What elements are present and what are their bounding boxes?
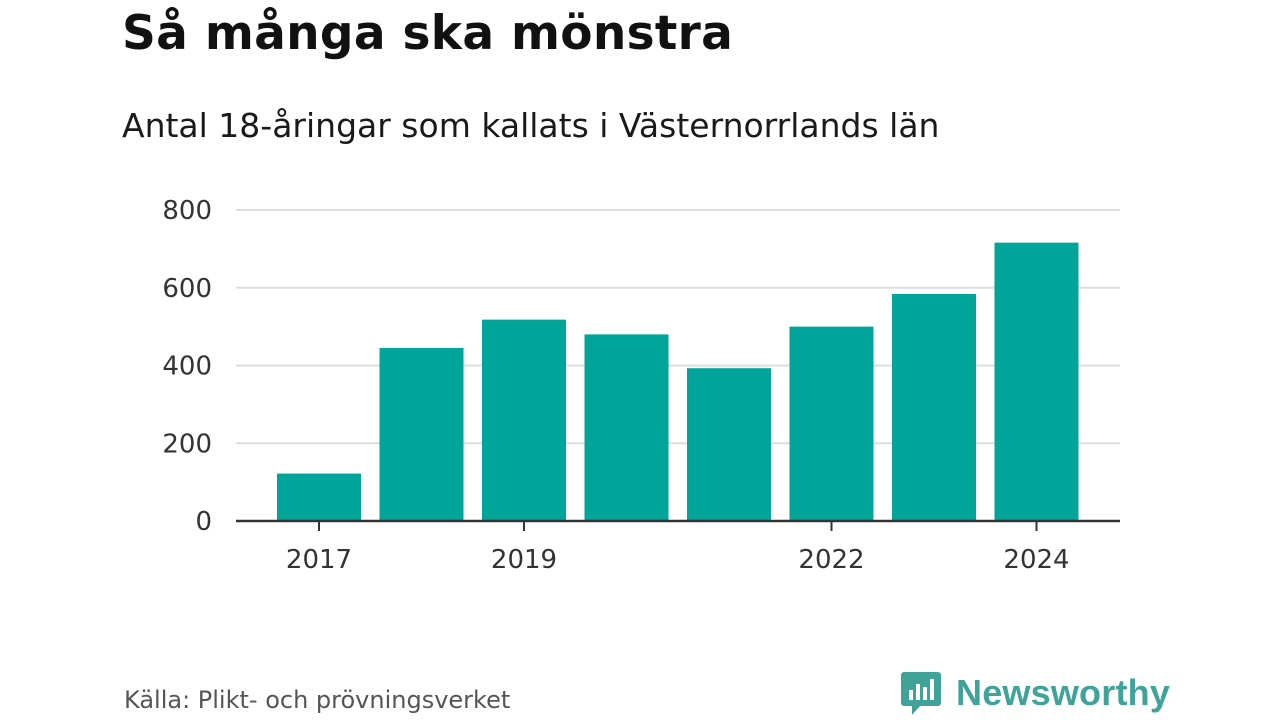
newsworthy-logo-icon bbox=[901, 672, 941, 715]
brand-logo: Newsworthy bbox=[900, 670, 1170, 716]
bar-2023 bbox=[892, 293, 976, 521]
x-tick-label: 2017 bbox=[286, 545, 352, 575]
brand-name: Newsworthy bbox=[956, 672, 1171, 713]
bar-2018 bbox=[379, 348, 464, 521]
source-note: Källa: Plikt- och prövningsverket bbox=[124, 686, 511, 714]
y-tick-label: 200 bbox=[162, 429, 212, 459]
bar-2024 bbox=[994, 242, 1079, 521]
y-tick-label: 600 bbox=[162, 274, 212, 304]
bar-2019 bbox=[482, 319, 566, 521]
chart-subtitle: Antal 18-åringar som kallats i Västernor… bbox=[122, 106, 940, 145]
bar-2021 bbox=[687, 368, 771, 521]
y-tick-label: 800 bbox=[162, 196, 212, 226]
chart-title: Så många ska mönstra bbox=[122, 6, 734, 61]
y-tick-label: 0 bbox=[195, 507, 212, 537]
x-tick-label: 2019 bbox=[491, 545, 557, 575]
y-tick-label: 400 bbox=[162, 352, 212, 382]
bar-2017 bbox=[277, 473, 361, 521]
bar-2020 bbox=[584, 334, 669, 521]
bar-2022 bbox=[789, 326, 874, 521]
x-tick-label: 2024 bbox=[1003, 545, 1069, 575]
x-tick-label: 2022 bbox=[798, 545, 864, 575]
